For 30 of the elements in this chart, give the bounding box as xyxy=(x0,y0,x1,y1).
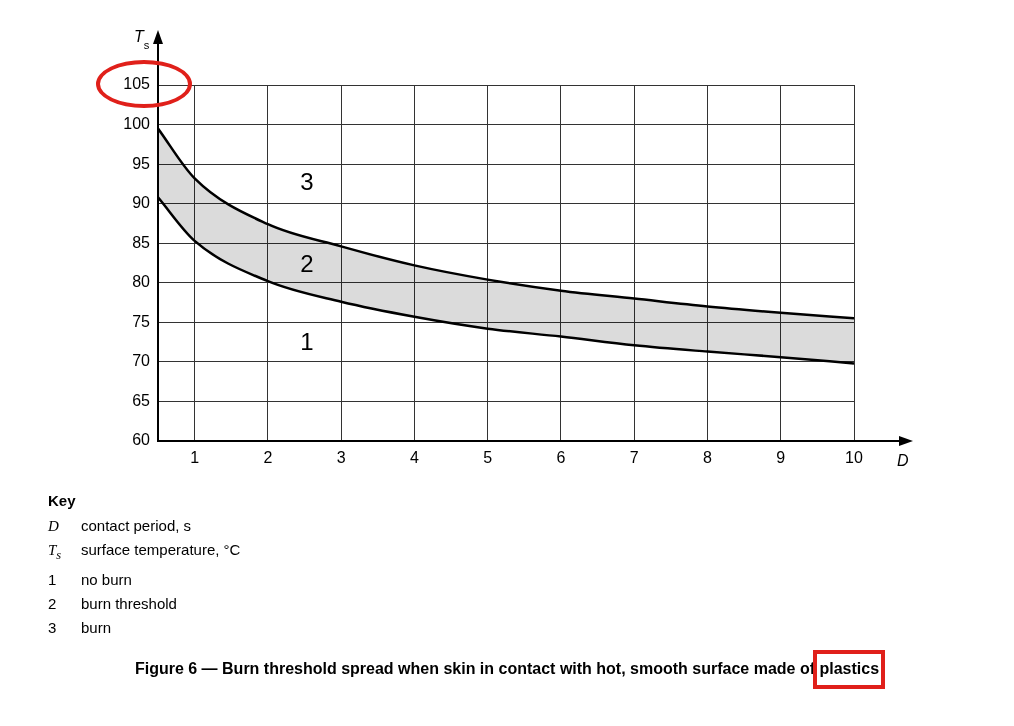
y-tick-label: 95 xyxy=(132,154,151,172)
text: 3 burn xyxy=(48,619,112,636)
text: T$_{s}$ surface temperature, °C xyxy=(48,541,241,562)
text: Key xyxy=(48,491,77,511)
y-tick-label: 70 xyxy=(132,352,151,370)
x-tick-label: 8 xyxy=(703,449,713,467)
x-tick-label: 3 xyxy=(336,449,346,467)
y-tick-label: 85 xyxy=(132,233,151,251)
x-tick-label: 5 xyxy=(483,449,493,467)
y-tick-label: 100 xyxy=(123,114,151,132)
x-tick-label: 1 xyxy=(190,449,200,467)
x-tick-label: 9 xyxy=(776,449,786,467)
x-axis-title: D xyxy=(897,452,909,469)
x-tick-label: 7 xyxy=(629,449,639,467)
y-tick-label: 60 xyxy=(132,431,151,449)
text: D contact period, s xyxy=(48,517,192,534)
x-tick-label: 2 xyxy=(263,449,273,467)
annotation: 2 xyxy=(300,249,314,277)
annotation: 3 xyxy=(300,167,314,195)
x-tick-label: 4 xyxy=(409,449,419,467)
y-tick-label: 65 xyxy=(132,391,151,409)
x-tick-label: 6 xyxy=(556,449,566,467)
x-tick-label: 10 xyxy=(845,449,863,467)
y-tick-label: 90 xyxy=(132,194,151,212)
y-tick-label: 80 xyxy=(132,273,151,291)
text: 2 burn threshold xyxy=(48,595,177,612)
y-tick-label: 105 xyxy=(123,75,151,93)
annotation: 1 xyxy=(300,327,314,355)
y-tick-label: 75 xyxy=(132,312,151,330)
text: 1 no burn xyxy=(48,571,132,588)
